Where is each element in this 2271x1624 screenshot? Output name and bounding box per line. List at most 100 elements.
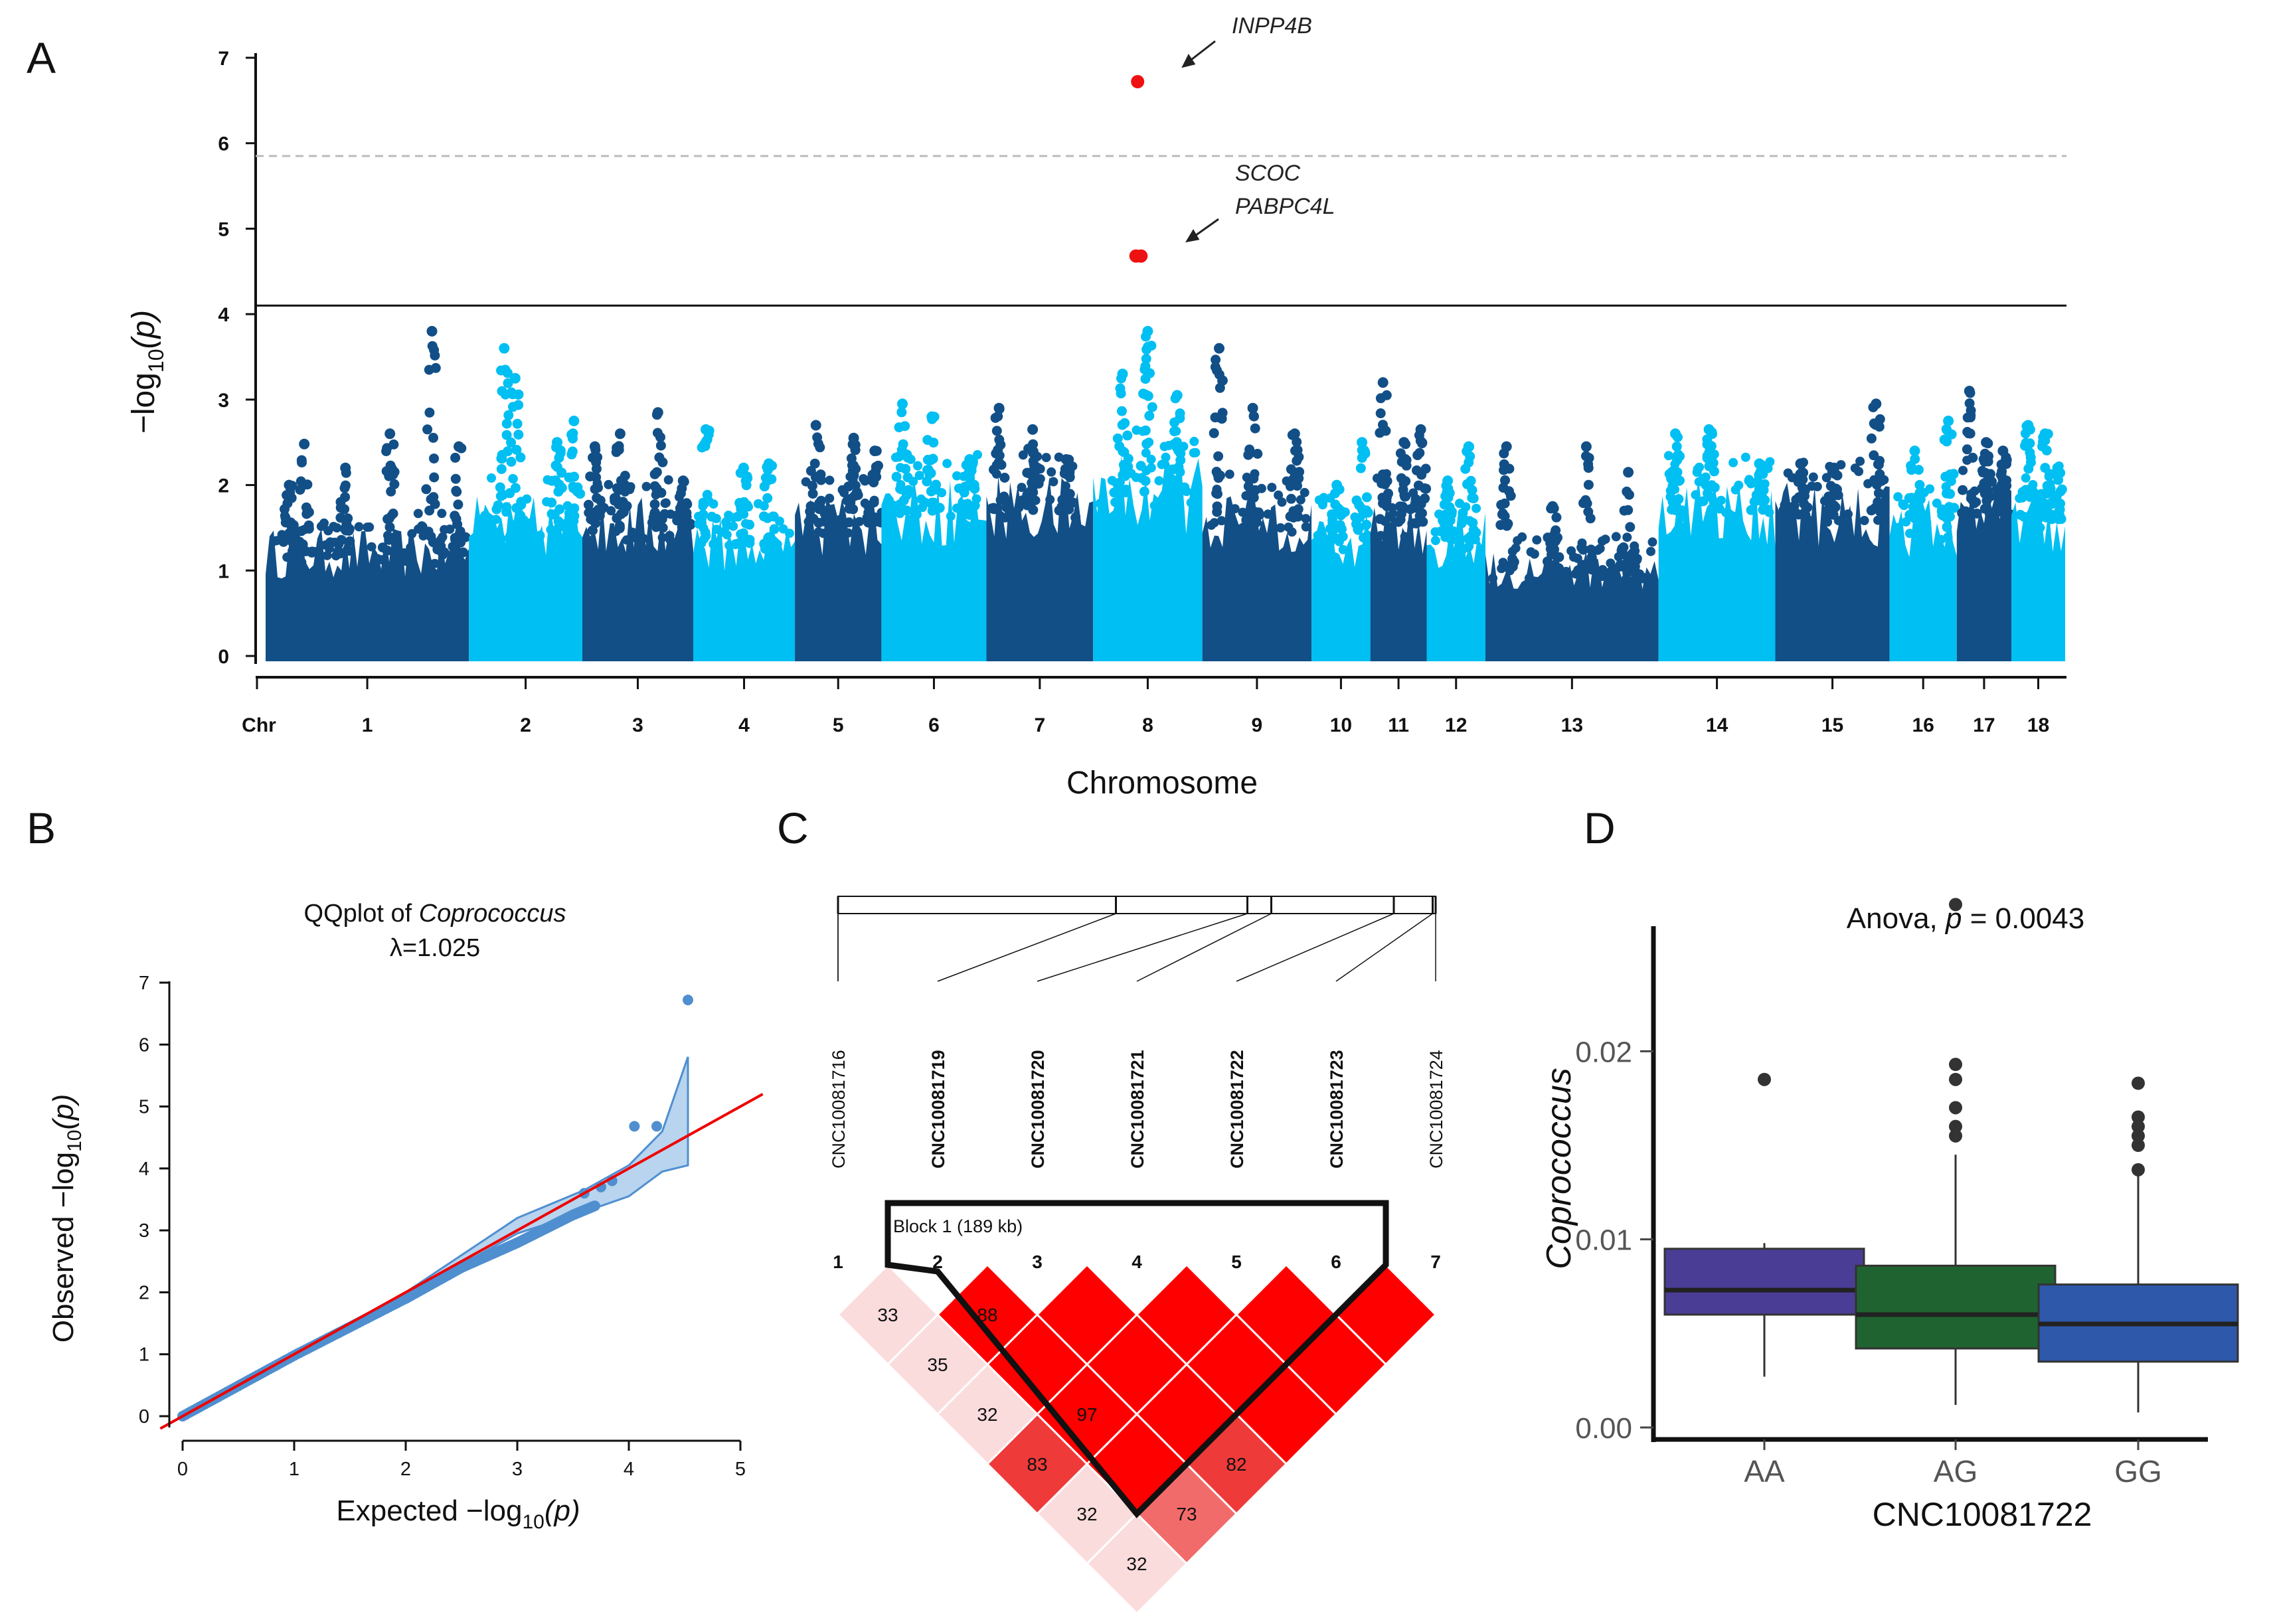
snp-point <box>649 507 660 518</box>
ld-snp-label: CNC10081721 <box>1128 1050 1147 1169</box>
snp-point <box>1707 503 1717 514</box>
snp-point <box>1980 467 1991 478</box>
snp-point <box>1400 532 1410 542</box>
snp-point <box>1760 495 1770 505</box>
snp-point <box>1138 388 1149 399</box>
snp-point <box>1586 544 1596 555</box>
snp-point <box>1028 505 1039 515</box>
snp-point <box>1866 433 1877 444</box>
snp-point <box>813 518 824 528</box>
qq-x-ticks: 0 1 2 3 4 5 <box>177 1441 746 1480</box>
snp-point <box>675 488 686 499</box>
snp-point <box>550 460 561 471</box>
annotation-arrows <box>1181 40 1219 243</box>
qq-y-tick-label: 1 <box>139 1344 149 1366</box>
snp-point <box>815 442 825 453</box>
snp-point <box>566 430 577 440</box>
snp-point <box>912 510 922 519</box>
snp-point <box>969 479 979 490</box>
snp-point <box>1703 488 1713 499</box>
snp-point <box>1230 504 1240 514</box>
ld-connector <box>1335 913 1433 982</box>
snp-point <box>1123 461 1134 472</box>
snp-point <box>631 533 641 543</box>
snp-point <box>843 481 854 492</box>
snp-point <box>1962 444 1972 455</box>
snp-point <box>1796 467 1807 478</box>
box-x-title: CNC10081722 <box>1873 1496 2092 1533</box>
snp-point <box>1468 517 1478 528</box>
snp-point <box>1904 528 1914 538</box>
snp-point <box>1154 476 1164 486</box>
snp-point <box>1462 479 1472 489</box>
snp-point <box>590 513 600 523</box>
box-outlier <box>1758 1072 1771 1086</box>
snp-point <box>1045 495 1055 505</box>
snp-peak-point <box>1501 441 1512 452</box>
snp-point <box>1292 455 1302 466</box>
snp-point <box>639 534 648 543</box>
snp-point <box>430 350 440 361</box>
snp-point <box>663 475 673 485</box>
snp-point <box>1300 487 1309 497</box>
snp-point <box>2036 489 2047 499</box>
snp-point <box>524 528 534 538</box>
snp-point <box>616 475 626 486</box>
snp-point <box>2046 498 2057 509</box>
snp-point <box>625 485 635 495</box>
chr-12-density <box>1426 512 1485 661</box>
snp-point <box>495 482 505 493</box>
snp-point <box>1945 489 1956 499</box>
snp-point <box>649 499 660 509</box>
snp-point <box>1691 490 1701 500</box>
snp-point <box>843 528 853 538</box>
snp-point <box>855 517 865 527</box>
manhattan-y-title-prefix: −log <box>126 372 161 434</box>
snp-peak-point <box>810 420 821 431</box>
snp-point <box>1625 522 1636 532</box>
snp-peak-point <box>652 407 663 418</box>
snp-point <box>1619 505 1630 516</box>
manhattan-y-ticks: 0 1 2 3 4 5 6 7 <box>218 48 256 668</box>
qq-y-tick-label: 6 <box>139 1034 149 1056</box>
snp-point <box>1189 448 1199 458</box>
snp-point <box>1351 519 1361 529</box>
snp-point <box>900 463 911 474</box>
snp-point <box>677 499 687 510</box>
snp-point <box>1378 477 1388 487</box>
ld-cell-value: 97 <box>1076 1404 1097 1425</box>
snp-point <box>515 452 526 463</box>
snp-point <box>505 488 515 499</box>
qq-y-title-prefix: Observed −log <box>47 1152 80 1342</box>
snp-point <box>993 445 1003 455</box>
qq-upper-point <box>629 1121 640 1132</box>
snp-point <box>1117 420 1128 430</box>
snp-point <box>1871 420 1881 430</box>
snp-point <box>913 461 922 471</box>
snp-point <box>622 535 631 545</box>
snp-point <box>863 501 873 511</box>
chr-6-density <box>881 477 987 661</box>
snp-peak-point <box>1377 377 1388 388</box>
snp-peak-point <box>299 438 310 449</box>
snp-point <box>491 529 501 539</box>
snp-point <box>1793 477 1804 487</box>
qq-lambda: λ=1.025 <box>390 934 480 962</box>
snp-point <box>665 530 675 540</box>
chr-label-5: 5 <box>833 714 844 736</box>
significant-hit-pabpc4l <box>1134 249 1148 263</box>
snp-peak-point <box>1463 441 1474 452</box>
snp-point <box>1647 537 1657 547</box>
box-outlier <box>2132 1129 2145 1143</box>
manhattan-y-tick-label: 7 <box>218 48 229 70</box>
snp-peak-point <box>284 479 295 491</box>
snp-point <box>1638 574 1647 584</box>
manhattan-y-tick-label: 0 <box>218 646 229 668</box>
snp-point <box>1276 523 1286 532</box>
snp-point <box>1213 451 1224 461</box>
snp-point <box>1189 436 1199 446</box>
snp-point <box>1211 355 1221 365</box>
snp-point <box>1167 488 1178 499</box>
box-y-tick-label: 0.00 <box>1575 1412 1632 1445</box>
